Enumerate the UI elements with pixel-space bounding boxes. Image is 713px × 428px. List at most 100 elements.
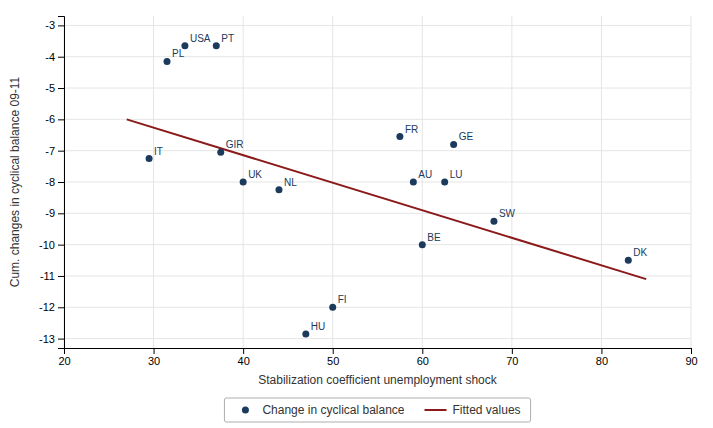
chart-svg: 20 30 40 50 60 70 80 90 -13 -12 -11 -10 -9 -8 -7 -6 -5 -4… — [0, 0, 713, 428]
y-tick: -13 — [39, 333, 64, 345]
y-tick-mark — [58, 245, 64, 246]
x-tick: 50 — [327, 348, 339, 367]
grid-line-y — [64, 56, 691, 57]
y-tick: -7 — [45, 145, 64, 157]
y-tick-label: -5 — [45, 82, 55, 94]
x-tick-label: 70 — [506, 355, 518, 367]
y-tick-mark — [58, 119, 64, 120]
y-tick-label: -4 — [45, 51, 55, 63]
y-tick: -8 — [45, 176, 64, 188]
point-label: FR — [405, 124, 418, 135]
y-tick-label: -12 — [39, 301, 55, 313]
y-tick: -6 — [45, 113, 64, 125]
point-label: PT — [221, 33, 234, 44]
legend-item: Change in cyclical balance — [242, 403, 405, 417]
chart-container: 20 30 40 50 60 70 80 90 -13 -12 -11 -10 -9 -8 -7 -6 -5 -4… — [0, 0, 713, 428]
x-tick: 70 — [506, 348, 518, 367]
point — [217, 149, 224, 156]
y-tick-mark — [58, 151, 64, 152]
x-tick-mark — [512, 348, 513, 354]
grid-line-y — [64, 338, 691, 339]
grid-line-y — [64, 275, 691, 276]
point-label: PL — [172, 48, 185, 59]
y-tick-label: -6 — [45, 113, 55, 125]
x-tick-label: 20 — [58, 355, 70, 367]
y-tick-mark — [58, 307, 64, 308]
grid-line-y — [64, 213, 691, 214]
x-tick-mark — [243, 348, 244, 354]
y-tick-mark — [58, 25, 64, 26]
point — [240, 179, 247, 186]
grid-line-y — [64, 119, 691, 120]
y-tick-mark — [58, 182, 64, 183]
point-label: AU — [418, 169, 432, 180]
point-label: NL — [284, 177, 297, 188]
point-labels: USAPTPLITGIRFRGEUKNLAULUSWBEDKFIHU — [154, 33, 647, 332]
y-tick-label: -7 — [45, 145, 55, 157]
x-tick-label: 40 — [238, 355, 250, 367]
y-tick: -11 — [40, 270, 64, 282]
y-tick-label: -9 — [45, 207, 55, 219]
point — [441, 179, 448, 186]
y-tick: -3 — [45, 19, 64, 31]
point — [419, 241, 426, 248]
x-axis: 20 30 40 50 60 70 80 90 — [58, 348, 697, 367]
legend-label: Change in cyclical balance — [262, 403, 404, 417]
point — [625, 257, 632, 264]
x-axis-line — [65, 349, 692, 355]
point-label: DK — [633, 247, 647, 258]
y-tick-mark — [58, 88, 64, 89]
point — [410, 179, 417, 186]
x-tick-mark — [691, 348, 692, 354]
point-label: GE — [459, 131, 474, 142]
point — [450, 141, 457, 148]
point-label: IT — [154, 146, 163, 157]
y-axis: -13 -12 -11 -10 -9 -8 -7 -6 -5 -4 -3 — [39, 17, 64, 349]
fit-line — [127, 119, 647, 279]
y-tick: -12 — [39, 301, 64, 313]
grid-line-y — [64, 182, 691, 183]
y-tick-mark — [58, 339, 64, 340]
plot: 20 30 40 50 60 70 80 90 -13 -12 -11 -10 -9 -8 -7 -6 -5 -4… — [39, 16, 698, 367]
x-tick-label: 90 — [685, 355, 697, 367]
x-axis-title: Stabilization coefficient unemployment s… — [258, 373, 498, 387]
x-tick: 60 — [417, 348, 429, 367]
y-tick-label: -11 — [40, 270, 55, 282]
point-label: FI — [338, 294, 347, 305]
y-tick-label: -8 — [45, 176, 55, 188]
point-label: GIR — [226, 139, 244, 150]
point-label: UK — [248, 169, 262, 180]
point — [329, 304, 336, 311]
y-tick: -10 — [39, 239, 64, 251]
point — [396, 133, 403, 140]
x-tick-label: 30 — [148, 355, 160, 367]
legend-label: Fitted values — [453, 403, 521, 417]
legend-frame — [224, 398, 530, 422]
point — [164, 58, 171, 65]
y-axis-line — [58, 17, 65, 349]
x-tick: 90 — [685, 348, 697, 367]
grid-line-y — [64, 244, 691, 245]
y-tick: -9 — [45, 207, 64, 219]
point — [302, 330, 309, 337]
point-label: USA — [190, 33, 211, 44]
point-label: LU — [450, 169, 463, 180]
y-tick-mark — [58, 57, 64, 58]
x-tick-label: 50 — [327, 355, 339, 367]
legend-symbol — [242, 407, 249, 414]
x-tick-label: 60 — [417, 355, 429, 367]
y-tick-label: -10 — [39, 239, 55, 251]
x-tick-label: 80 — [596, 355, 608, 367]
grid-line-y — [64, 307, 691, 308]
point — [490, 218, 497, 225]
legend: Change in cyclical balance Fitted values — [224, 398, 530, 422]
y-tick-label: -13 — [39, 333, 55, 345]
x-tick-mark — [422, 348, 423, 354]
x-tick: 20 — [58, 348, 70, 367]
grid-line-y — [64, 25, 691, 26]
y-tick-label: -3 — [45, 19, 55, 31]
point-label: HU — [311, 321, 325, 332]
x-tick: 40 — [238, 348, 250, 367]
legend-item: Fitted values — [425, 403, 521, 417]
x-tick-mark — [601, 348, 602, 354]
